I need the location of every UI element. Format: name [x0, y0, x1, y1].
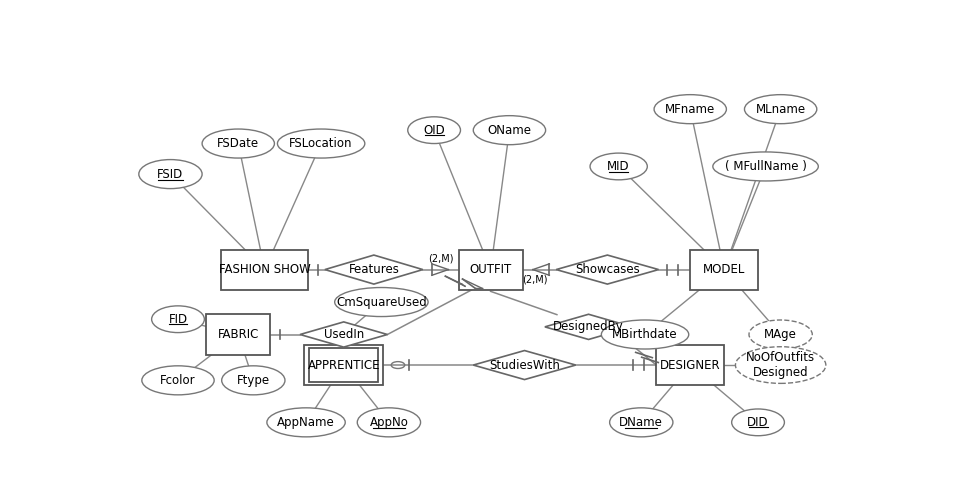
- Text: CmSquareUsed: CmSquareUsed: [336, 296, 427, 309]
- Ellipse shape: [152, 306, 204, 333]
- Text: NoOfOutfits
Designed: NoOfOutfits Designed: [746, 351, 816, 379]
- Ellipse shape: [745, 95, 816, 124]
- Ellipse shape: [408, 117, 461, 143]
- Ellipse shape: [654, 95, 726, 124]
- Text: OID: OID: [423, 124, 445, 137]
- Ellipse shape: [222, 366, 285, 395]
- Text: FSDate: FSDate: [217, 137, 260, 150]
- Polygon shape: [325, 255, 423, 284]
- Polygon shape: [556, 255, 659, 284]
- Text: ( MFullName ): ( MFullName ): [725, 160, 807, 173]
- Ellipse shape: [142, 366, 214, 395]
- Text: (2,M): (2,M): [428, 254, 454, 264]
- Bar: [304, 345, 383, 385]
- Text: UsedIn: UsedIn: [324, 328, 364, 341]
- Text: DName: DName: [619, 416, 663, 429]
- Text: Features: Features: [348, 263, 399, 276]
- Text: FSID: FSID: [157, 168, 184, 181]
- Text: FSLocation: FSLocation: [290, 137, 353, 150]
- Bar: [206, 314, 270, 355]
- Polygon shape: [545, 314, 632, 339]
- Text: FID: FID: [168, 312, 188, 326]
- Ellipse shape: [732, 409, 784, 435]
- Ellipse shape: [334, 288, 428, 316]
- Bar: [459, 249, 523, 290]
- Bar: [690, 249, 758, 290]
- Text: Showcases: Showcases: [575, 263, 640, 276]
- Text: APPRENTICE: APPRENTICE: [307, 359, 380, 372]
- Text: MAge: MAge: [764, 328, 797, 341]
- Text: OName: OName: [487, 124, 532, 137]
- Ellipse shape: [267, 408, 345, 437]
- Text: DESIGNER: DESIGNER: [660, 359, 720, 372]
- Ellipse shape: [139, 160, 202, 188]
- Text: OUTFIT: OUTFIT: [469, 263, 511, 276]
- Ellipse shape: [590, 153, 647, 180]
- Text: Ftype: Ftype: [237, 374, 270, 387]
- Text: StudiesWith: StudiesWith: [489, 359, 560, 372]
- Polygon shape: [473, 351, 575, 379]
- Ellipse shape: [609, 408, 673, 437]
- Text: DID: DID: [747, 416, 769, 429]
- Text: Fcolor: Fcolor: [160, 374, 195, 387]
- Text: MBirthdate: MBirthdate: [612, 328, 677, 341]
- Text: MLname: MLname: [755, 103, 806, 116]
- Text: FASHION SHOW: FASHION SHOW: [219, 263, 310, 276]
- Ellipse shape: [202, 129, 274, 158]
- Text: (2,M): (2,M): [522, 275, 548, 285]
- Ellipse shape: [712, 152, 818, 181]
- Text: DesignedBy: DesignedBy: [553, 320, 624, 333]
- Text: FABRIC: FABRIC: [218, 328, 259, 341]
- Ellipse shape: [473, 116, 545, 145]
- Bar: [656, 345, 724, 385]
- Bar: [309, 348, 378, 382]
- Ellipse shape: [358, 408, 421, 437]
- Text: MID: MID: [608, 160, 630, 173]
- Ellipse shape: [749, 320, 813, 349]
- Polygon shape: [300, 322, 388, 347]
- Text: AppNo: AppNo: [369, 416, 408, 429]
- Text: MFname: MFname: [665, 103, 715, 116]
- Text: MODEL: MODEL: [703, 263, 746, 276]
- Ellipse shape: [277, 129, 364, 158]
- Ellipse shape: [602, 320, 689, 349]
- Bar: [222, 249, 308, 290]
- Ellipse shape: [736, 347, 826, 383]
- Text: AppName: AppName: [277, 416, 335, 429]
